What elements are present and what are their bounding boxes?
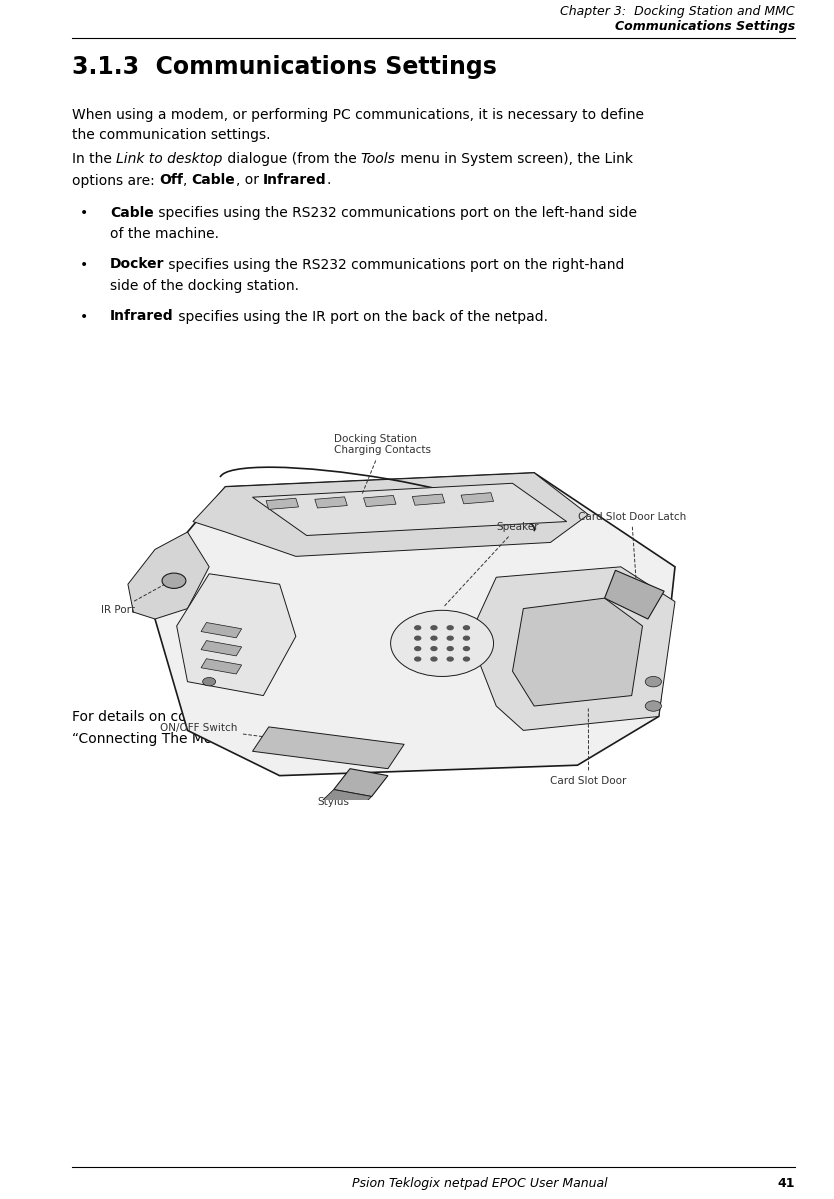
Text: Link to desktop: Link to desktop bbox=[116, 152, 223, 165]
Polygon shape bbox=[201, 640, 242, 656]
Circle shape bbox=[431, 657, 437, 661]
Circle shape bbox=[646, 676, 661, 687]
Circle shape bbox=[414, 626, 420, 629]
Circle shape bbox=[447, 637, 453, 640]
Circle shape bbox=[447, 657, 453, 661]
Polygon shape bbox=[253, 483, 566, 536]
Text: Cable: Cable bbox=[110, 205, 153, 219]
Text: dialogue (from the: dialogue (from the bbox=[223, 152, 361, 165]
Text: side of the docking station.: side of the docking station. bbox=[110, 279, 299, 293]
Text: 41: 41 bbox=[777, 1177, 795, 1189]
Text: Speaker: Speaker bbox=[444, 522, 539, 607]
Text: Communications Settings: Communications Settings bbox=[615, 20, 795, 34]
Circle shape bbox=[447, 646, 453, 651]
Circle shape bbox=[203, 677, 216, 686]
Circle shape bbox=[447, 626, 453, 629]
Polygon shape bbox=[364, 495, 396, 507]
Text: Chapter 3:  Docking Station and MMC: Chapter 3: Docking Station and MMC bbox=[560, 5, 795, 18]
Circle shape bbox=[464, 646, 470, 651]
Polygon shape bbox=[253, 727, 404, 769]
Circle shape bbox=[414, 637, 420, 640]
Circle shape bbox=[464, 626, 470, 629]
Text: .: . bbox=[326, 174, 331, 187]
Text: Modems: Modems bbox=[280, 710, 339, 724]
Text: Infrared: Infrared bbox=[263, 174, 326, 187]
Text: of the machine.: of the machine. bbox=[110, 227, 219, 241]
Circle shape bbox=[431, 637, 437, 640]
Polygon shape bbox=[412, 494, 445, 505]
Text: Docking Station
Charging Contacts: Docking Station Charging Contacts bbox=[334, 434, 430, 495]
Polygon shape bbox=[177, 574, 296, 695]
Text: For details on configuring the: For details on configuring the bbox=[72, 710, 280, 724]
Text: ,: , bbox=[183, 174, 192, 187]
Text: , or: , or bbox=[235, 174, 263, 187]
Text: specifies using the RS232 communications port on the left-hand side: specifies using the RS232 communications… bbox=[153, 205, 636, 219]
Polygon shape bbox=[323, 790, 372, 807]
Text: Off: Off bbox=[159, 174, 183, 187]
Polygon shape bbox=[334, 769, 388, 796]
Polygon shape bbox=[605, 571, 664, 619]
Text: •: • bbox=[80, 205, 88, 219]
Text: IR Port: IR Port bbox=[101, 582, 168, 615]
Polygon shape bbox=[128, 532, 209, 619]
Text: Stylus: Stylus bbox=[318, 793, 355, 807]
Text: •: • bbox=[80, 258, 88, 271]
Polygon shape bbox=[513, 598, 642, 706]
Circle shape bbox=[646, 700, 661, 711]
Circle shape bbox=[431, 626, 437, 629]
Text: options are:: options are: bbox=[72, 174, 159, 187]
Polygon shape bbox=[461, 493, 494, 504]
Polygon shape bbox=[193, 472, 588, 556]
Polygon shape bbox=[266, 499, 299, 510]
Circle shape bbox=[464, 637, 470, 640]
Text: Docker: Docker bbox=[110, 258, 164, 271]
Text: Card Slot Door Latch: Card Slot Door Latch bbox=[577, 512, 686, 592]
Text: Psion Teklogix netpad EPOC User Manual: Psion Teklogix netpad EPOC User Manual bbox=[352, 1177, 608, 1189]
Text: dialogue of the Control Panel, please refer to: dialogue of the Control Panel, please re… bbox=[339, 710, 656, 724]
Polygon shape bbox=[201, 658, 242, 674]
Circle shape bbox=[414, 657, 420, 661]
Circle shape bbox=[431, 646, 437, 651]
Text: Cable: Cable bbox=[192, 174, 235, 187]
Circle shape bbox=[390, 610, 494, 676]
Polygon shape bbox=[155, 472, 675, 776]
Polygon shape bbox=[314, 496, 347, 508]
Text: menu in System screen), the Link: menu in System screen), the Link bbox=[395, 152, 633, 165]
Text: “Connecting The Modem (Serial)” on page 134.: “Connecting The Modem (Serial)” on page … bbox=[72, 731, 401, 746]
Polygon shape bbox=[470, 567, 675, 730]
Text: Tools: Tools bbox=[361, 152, 395, 165]
Text: Infrared: Infrared bbox=[110, 309, 173, 324]
Polygon shape bbox=[201, 622, 242, 638]
Text: specifies using the IR port on the back of the netpad.: specifies using the IR port on the back … bbox=[173, 309, 548, 324]
Circle shape bbox=[414, 646, 420, 651]
Text: ON/OFF Switch: ON/OFF Switch bbox=[160, 723, 293, 741]
Text: Card Slot Door: Card Slot Door bbox=[550, 709, 627, 785]
Text: 3.1.3  Communications Settings: 3.1.3 Communications Settings bbox=[72, 55, 497, 79]
Circle shape bbox=[464, 657, 470, 661]
Text: •: • bbox=[80, 309, 88, 324]
Text: specifies using the RS232 communications port on the right-hand: specifies using the RS232 communications… bbox=[164, 258, 625, 271]
Text: When using a modem, or performing PC communications, it is necessary to define
t: When using a modem, or performing PC com… bbox=[72, 108, 644, 141]
Text: In the: In the bbox=[72, 152, 116, 165]
Circle shape bbox=[162, 573, 186, 589]
